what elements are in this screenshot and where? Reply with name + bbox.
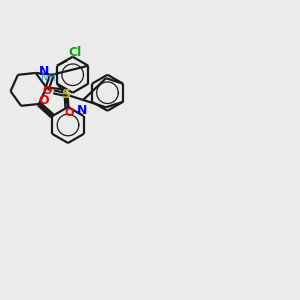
Text: O: O xyxy=(43,86,52,96)
Text: N: N xyxy=(77,104,87,117)
Text: NH: NH xyxy=(41,73,56,82)
Text: Cl: Cl xyxy=(68,46,81,59)
Text: N: N xyxy=(39,65,49,78)
Text: O: O xyxy=(38,94,49,107)
Text: O: O xyxy=(64,108,74,118)
Text: S: S xyxy=(61,88,70,101)
